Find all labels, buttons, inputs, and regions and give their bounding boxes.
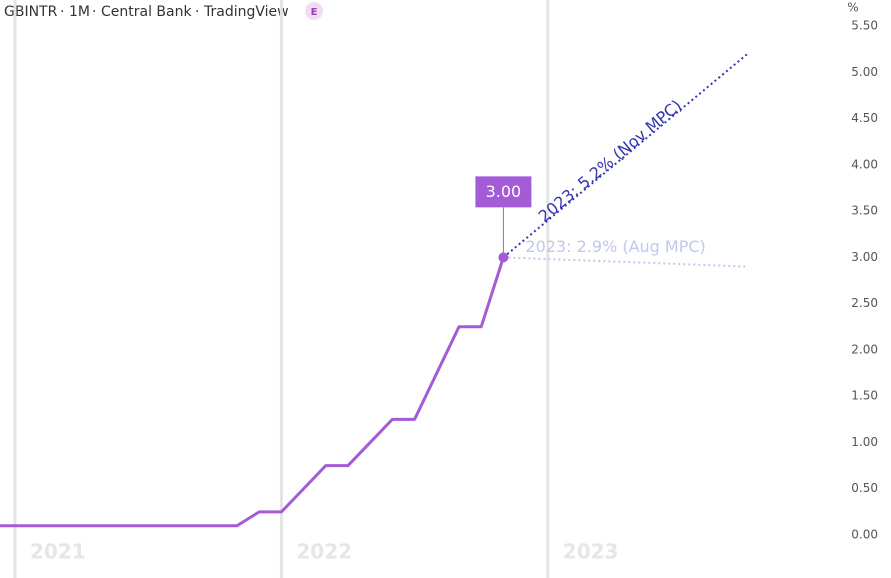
x-tick-label: 2022 xyxy=(296,540,352,564)
provider: TradingView xyxy=(203,4,289,20)
source: Central Bank xyxy=(101,4,192,20)
line xyxy=(0,256,505,528)
y-tick-label: 2.00 xyxy=(851,342,878,356)
projection-label: 2023: 5.2% (Nov MPC) xyxy=(535,96,686,226)
y-tick-label: 4.00 xyxy=(851,157,878,171)
y-tick-label: 4.50 xyxy=(851,111,878,125)
y-tick-label: 3.00 xyxy=(851,250,878,264)
value-label-bg xyxy=(475,176,532,208)
projection-line xyxy=(503,256,748,268)
y-tick-label: 1.00 xyxy=(851,435,878,449)
x-tick-label: 2021 xyxy=(30,540,86,564)
symbol: GBINTR xyxy=(4,4,58,20)
y-tick-label: 0.50 xyxy=(851,481,878,495)
separator: · xyxy=(60,4,64,20)
y-tick-label: 2.50 xyxy=(851,296,878,310)
last-point xyxy=(498,252,509,263)
separator: · xyxy=(195,4,199,20)
projection-label: 2023: 2.9% (Aug MPC) xyxy=(525,237,705,256)
y-tick-label: 3.50 xyxy=(851,204,878,218)
y-tick-label: 1.50 xyxy=(851,389,878,403)
value-label: 3.00 xyxy=(486,182,522,201)
separator: · xyxy=(92,4,96,20)
badge: E xyxy=(311,7,318,18)
y-tick-label: 0.00 xyxy=(851,528,878,542)
y-tick-label: 5.50 xyxy=(851,19,878,33)
unit: % xyxy=(847,1,858,15)
interval: 1M xyxy=(69,4,90,20)
badge-bg xyxy=(305,2,323,20)
x-tick-label: 2023 xyxy=(563,540,619,564)
y-tick-label: 5.00 xyxy=(851,65,878,79)
